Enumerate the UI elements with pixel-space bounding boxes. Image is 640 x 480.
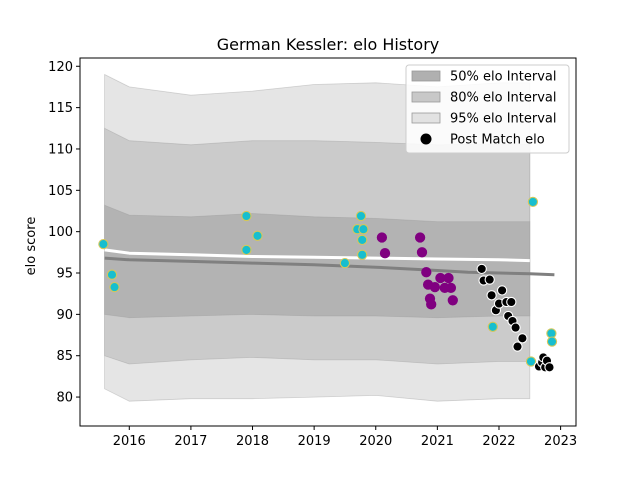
white-rating-line [104,248,530,263]
y-tick-label-100: 100 [48,225,73,240]
point-series3-14 [517,333,528,344]
point-series1-11 [358,224,369,235]
point-series2-13 [445,282,457,294]
point-series2-14 [447,295,458,306]
legend-marker-4 [420,133,432,145]
point-series3-20 [544,362,555,373]
x-axis: 2016 2017 2018 2019 2020 2021 2022 2023 [113,426,577,449]
mean-rating-line [104,256,555,277]
point-series1-13 [487,321,498,332]
x-tick-label-2020: 2020 [359,434,392,449]
point-series1-3 [109,281,120,293]
y-tick-label-120: 120 [48,60,73,75]
plot-frame [79,57,577,427]
y-tick-label-90: 90 [56,308,73,323]
point-series2-2 [379,248,391,259]
legend-label-3: 95% elo Interval [450,112,557,127]
plot-content [98,73,558,402]
point-series1-14 [525,356,537,367]
point-series1-4 [241,210,252,222]
legend-swatch-2 [411,91,441,103]
point-series1-10 [357,234,368,246]
legend-swatch-1 [411,70,441,82]
point-series2-12 [443,272,454,284]
legend-label-1: 50% elo Interval [450,70,557,85]
point-series1-1 [98,238,109,250]
point-series3-10 [506,296,517,308]
point-series2-8 [426,299,437,310]
x-tick-label-2018: 2018 [236,434,269,449]
plot-area [79,57,577,427]
point-series1-9 [355,210,367,222]
point-series3-3 [484,274,495,285]
point-series1-15 [527,196,539,208]
x-tick-label-2023: 2023 [544,434,577,449]
x-tick-label-2021: 2021 [421,434,454,449]
legend-label-2: 80% elo Interval [450,91,557,106]
y-tick-label-80: 80 [56,391,73,406]
point-series2-9 [429,281,441,293]
point-series2-5 [421,267,432,278]
y-tick-label-85: 85 [56,349,73,364]
y-axis-label: elo score [24,217,39,276]
legend-box [405,64,570,154]
point-series1-12 [357,249,368,260]
x-tick-label-2022: 2022 [482,434,515,449]
y-axis: 80 85 90 95 100 105 110 115 120 [48,60,80,406]
point-series1-17 [546,336,558,347]
point-series1-6 [252,230,263,241]
point-series3-4 [486,290,497,301]
point-series3-13 [512,341,523,352]
legend-label-4: Post Match elo [450,133,545,148]
point-series2-4 [416,247,428,258]
legend-swatch-3 [411,112,441,124]
y-tick-label-105: 105 [48,184,73,199]
chart-title: German Kessler: elo History [217,35,440,54]
point-series3-1 [476,263,487,275]
point-series1-2 [106,269,118,280]
point-series1-5 [241,244,252,256]
point-series3-12 [510,322,521,333]
x-tick-label-2019: 2019 [298,434,331,449]
x-tick-label-2017: 2017 [174,434,207,449]
point-series1-7 [339,257,351,269]
y-tick-label-115: 115 [48,101,73,116]
y-tick-label-110: 110 [48,142,73,157]
y-tick-label-95: 95 [56,267,73,282]
point-series2-3 [414,232,426,243]
x-tick-label-2016: 2016 [113,434,146,449]
legend: 50% elo Interval 80% elo Interval 95% elo … [405,64,570,154]
point-series2-1 [376,232,388,243]
interval-band-3 [104,204,531,319]
point-series3-7 [496,285,508,296]
